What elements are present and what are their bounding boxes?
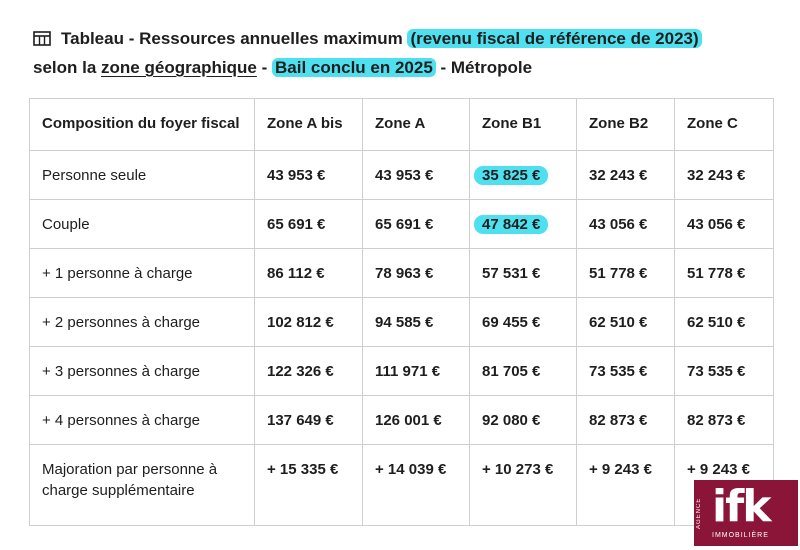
cell-highlight: 47 842 € [474,214,549,234]
cell-value: + 9 243 € [576,444,675,526]
resources-table: Composition du foyer fiscal Zone A bis Z… [29,98,774,526]
cell-value: 57 531 € [469,248,577,298]
header-zone-b2: Zone B2 [576,98,675,151]
cell-value: 78 963 € [362,248,470,298]
title-highlight-bail: Bail conclu en 2025 [271,58,436,77]
cell-value: 126 001 € [362,395,470,445]
cell-value: 111 971 € [362,346,470,396]
cell-value: 69 455 € [469,297,577,347]
title-highlight-revenu: (revenu fiscal de référence de 2023) [407,29,702,48]
header-zone-a-bis: Zone A bis [254,98,363,151]
cell-value: 43 953 € [254,150,363,200]
cell-value: + 10 273 € [469,444,577,526]
cell-value: 43 056 € [674,199,774,249]
cell-value: 32 243 € [674,150,774,200]
cell-value: 82 873 € [576,395,675,445]
row-label: + 3 personnes à charge [29,346,255,396]
table-row: + 1 personne à charge 86 112 € 78 963 € … [29,248,774,298]
table-icon [33,31,51,46]
cell-value-highlighted: 35 825 € [469,150,577,200]
title-text: Tableau - Ressources annuelles maximum [61,29,408,48]
title-text-2: selon la [33,58,102,77]
cell-value-highlighted: 47 842 € [469,199,577,249]
cell-value: 43 056 € [576,199,675,249]
table-row: + 4 personnes à charge 137 649 € 126 001… [29,395,774,445]
header-composition: Composition du foyer fiscal [29,98,255,151]
table-row: + 2 personnes à charge 102 812 € 94 585 … [29,297,774,347]
cell-value: 51 778 € [576,248,675,298]
cell-value: 73 535 € [576,346,675,396]
row-label: Majoration par personne à charge supplém… [29,444,255,526]
cell-value: + 15 335 € [254,444,363,526]
cell-value: 82 873 € [674,395,774,445]
table-row: Personne seule 43 953 € 43 953 € 35 825 … [29,150,774,200]
cell-value: 51 778 € [674,248,774,298]
title-separator: - [256,58,272,77]
cell-highlight: 35 825 € [474,165,549,185]
cell-value: 65 691 € [254,199,363,249]
cell-value: + 14 039 € [362,444,470,526]
title-link-zone[interactable]: zone géographique [101,58,257,77]
row-label: Couple [29,199,255,249]
table-row: Couple 65 691 € 65 691 € 47 842 € 43 056… [29,199,774,249]
cell-value: 65 691 € [362,199,470,249]
logo-subtitle: IMMOBILIÈRE [712,532,769,539]
cell-value: 32 243 € [576,150,675,200]
header-zone-b1: Zone B1 [469,98,577,151]
cell-value: 137 649 € [254,395,363,445]
cell-value: 92 080 € [469,395,577,445]
row-label: + 4 personnes à charge [29,395,255,445]
table-header-row: Composition du foyer fiscal Zone A bis Z… [29,98,774,151]
row-label: + 1 personne à charge [29,248,255,298]
logo-brand: ifk [712,481,771,532]
table-row: Majoration par personne à charge supplém… [29,444,774,526]
cell-value: 86 112 € [254,248,363,298]
logo-side-text: AGENCE [696,497,702,529]
cell-value: 122 326 € [254,346,363,396]
cell-value: 81 705 € [469,346,577,396]
table-row: + 3 personnes à charge 122 326 € 111 971… [29,346,774,396]
cell-value: 43 953 € [362,150,470,200]
cell-value: 62 510 € [674,297,774,347]
title-suffix: - Métropole [435,58,533,77]
ifk-logo: AGENCE ifk IMMOBILIÈRE [694,480,798,546]
row-label: Personne seule [29,150,255,200]
cell-value: 62 510 € [576,297,675,347]
row-label: + 2 personnes à charge [29,297,255,347]
cell-value: 102 812 € [254,297,363,347]
page-title: Tableau - Ressources annuelles maximum (… [33,24,773,82]
header-zone-a: Zone A [362,98,470,151]
cell-value: 94 585 € [362,297,470,347]
header-zone-c: Zone C [674,98,774,151]
cell-value: 73 535 € [674,346,774,396]
